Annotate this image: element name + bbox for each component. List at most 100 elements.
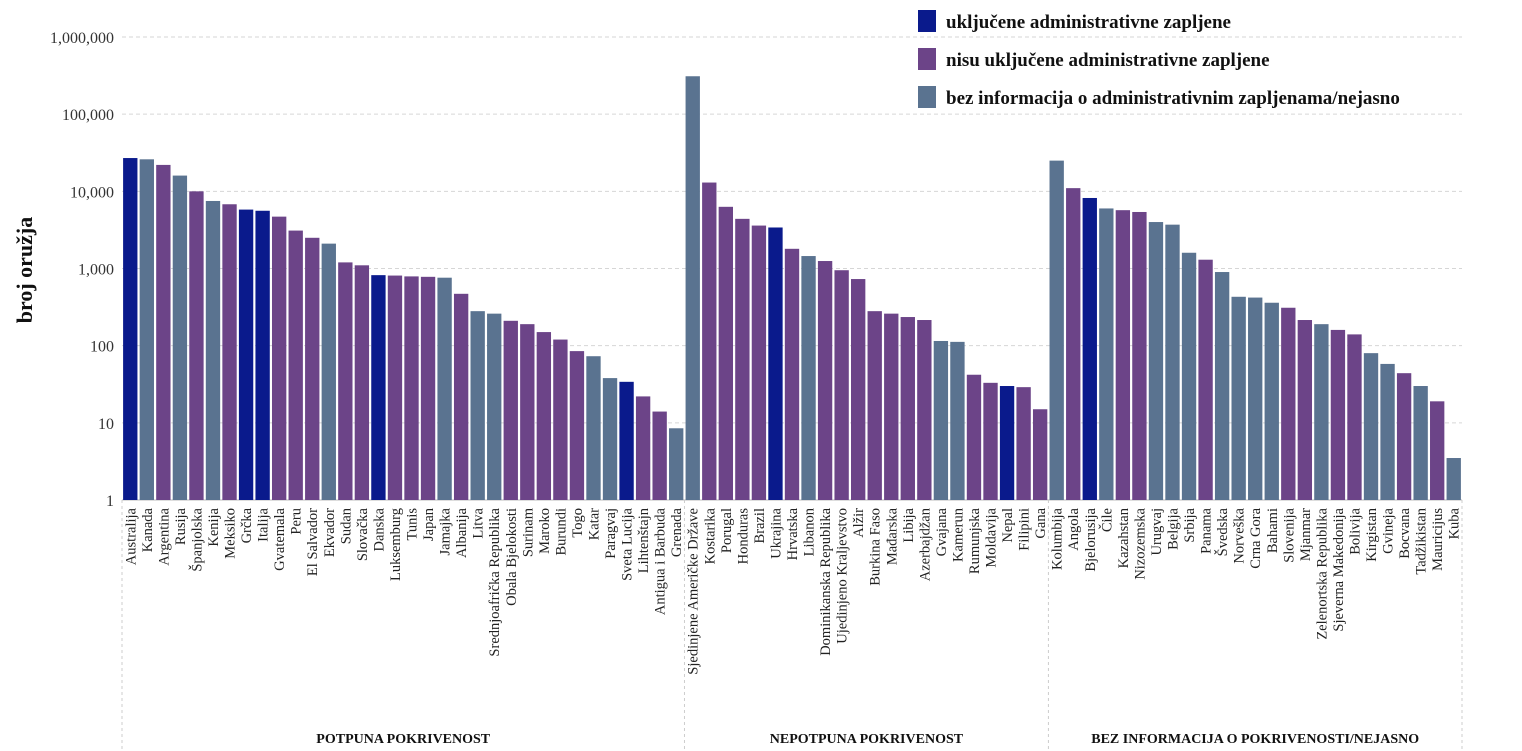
bar xyxy=(1132,211,1147,500)
bar xyxy=(222,204,237,500)
category-label: Švedska xyxy=(1214,507,1231,556)
bar xyxy=(189,191,204,501)
bar xyxy=(387,275,403,500)
bar xyxy=(305,237,320,500)
bars xyxy=(123,76,1461,501)
category-label: El Salvador xyxy=(305,508,321,576)
category-label: Lihtenštajn xyxy=(636,507,652,573)
bar xyxy=(652,411,667,500)
category-label: Gvajana xyxy=(934,507,950,556)
category-label: Gana xyxy=(1033,507,1049,538)
bar xyxy=(784,248,800,500)
bar xyxy=(288,230,303,500)
category-label: Angola xyxy=(1066,507,1082,550)
bar xyxy=(950,341,965,500)
bar xyxy=(933,340,949,500)
category-label: Nepal xyxy=(1000,508,1016,543)
bar xyxy=(520,324,535,500)
category-label: Španjolska xyxy=(188,507,205,571)
legend-label: bez informacija o administrativnim zaplj… xyxy=(946,88,1400,109)
bar xyxy=(1066,188,1081,500)
bar xyxy=(619,381,634,500)
category-label: Srbija xyxy=(1182,507,1198,542)
bar xyxy=(1214,272,1230,500)
legend-swatch xyxy=(918,86,936,108)
category-label: Sveta Lucija xyxy=(620,507,636,580)
bar xyxy=(1198,259,1213,500)
bar xyxy=(255,210,270,500)
bar xyxy=(702,182,717,500)
category-label: Argentina xyxy=(156,507,172,565)
bar xyxy=(420,276,436,500)
group-labels: POTPUNA POKRIVENOST NEPOTPUNA POKRIVENOST… xyxy=(316,732,1419,747)
bar xyxy=(1049,160,1064,501)
category-label: Panama xyxy=(1199,507,1215,553)
bar xyxy=(1380,363,1395,500)
category-label: Ukrajina xyxy=(768,507,784,558)
bar xyxy=(1281,307,1296,500)
bar xyxy=(1148,222,1164,501)
category-label: Porugal xyxy=(719,508,735,553)
category-label: Kenija xyxy=(206,507,222,546)
category-label: Peru xyxy=(289,508,305,535)
category-label: Australija xyxy=(123,507,139,565)
bar xyxy=(1115,210,1131,500)
bar xyxy=(1314,324,1329,500)
bar xyxy=(1248,297,1263,500)
category-label: Mauricijus xyxy=(1430,508,1446,571)
bar xyxy=(867,311,882,500)
category-label: Brazil xyxy=(752,508,768,543)
category-label: Katar xyxy=(586,508,602,540)
bar xyxy=(553,339,568,500)
bar xyxy=(470,311,485,500)
legend-label: nisu uključene administrativne zapljene xyxy=(946,50,1270,71)
y-tick-label: 10 xyxy=(98,416,114,433)
category-label: Bocvana xyxy=(1397,507,1413,558)
category-label: Sudan xyxy=(338,507,354,544)
bar xyxy=(1082,197,1097,501)
y-axis-label: broj oružja xyxy=(12,217,37,324)
bar xyxy=(917,320,932,500)
category-label: Filipini xyxy=(1017,508,1033,551)
category-label: Zelenortska Republika xyxy=(1314,507,1330,639)
bar xyxy=(569,351,585,500)
bar xyxy=(834,270,849,500)
bar xyxy=(966,374,982,500)
category-label: Gvatemala xyxy=(272,507,288,570)
y-tick-label: 1,000 xyxy=(78,262,114,279)
category-label: Kirgistan xyxy=(1364,507,1380,561)
legend-swatch xyxy=(918,48,936,70)
category-label: Rumunjska xyxy=(967,507,983,574)
category-label: Meksiko xyxy=(223,508,239,559)
category-label: Sjeverna Makedonija xyxy=(1331,507,1347,631)
bar xyxy=(817,261,833,500)
category-label: Danska xyxy=(371,507,387,551)
bar xyxy=(884,313,899,500)
category-label: Kanada xyxy=(140,507,156,552)
category-label: Kamerun xyxy=(950,507,966,562)
category-label: Gvineja xyxy=(1381,507,1397,553)
category-label: Ekvador xyxy=(322,508,338,557)
bar xyxy=(900,317,915,500)
bar xyxy=(999,386,1015,500)
category-label: Libanon xyxy=(802,507,818,556)
category-label: Belgija xyxy=(1165,507,1181,549)
category-label: Čile xyxy=(1098,508,1115,532)
category-label: Urugvaj xyxy=(1149,508,1165,556)
category-label: Albanija xyxy=(454,507,470,557)
category-label: Libija xyxy=(901,507,917,542)
bar xyxy=(238,209,254,500)
y-axis-ticks: 1 10 100 1,000 10,000 100,000 1,000,000 xyxy=(50,30,114,510)
y-tick-label: 100 xyxy=(90,339,114,356)
bar xyxy=(453,293,469,500)
category-label: Kolumbija xyxy=(1050,507,1066,570)
bar xyxy=(156,164,171,500)
bar xyxy=(718,206,733,500)
bar xyxy=(1231,296,1246,500)
bar xyxy=(271,216,287,500)
category-label: Crna Gora xyxy=(1248,507,1264,568)
y-tick-label: 1 xyxy=(106,493,114,510)
bar xyxy=(586,356,601,500)
bar xyxy=(437,277,452,500)
